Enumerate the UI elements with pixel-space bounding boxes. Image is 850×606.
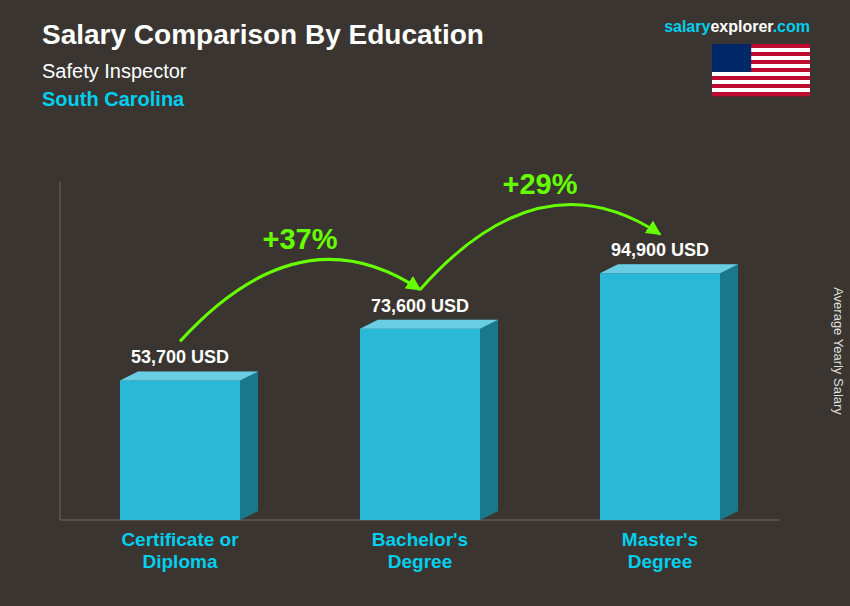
x-tick-label: Bachelor'sDegree: [372, 529, 468, 572]
flag-stripe: [712, 84, 810, 88]
background: [0, 0, 850, 606]
brand-part: explorer: [710, 18, 773, 35]
flag-stripe: [712, 92, 810, 96]
bar: [600, 273, 720, 520]
bar-side: [480, 320, 498, 520]
flag-stripe: [712, 88, 810, 92]
bar-top-light: [600, 264, 738, 273]
flag-canton: [712, 44, 751, 72]
bar-top: [120, 371, 258, 380]
bar-side-shade: [480, 320, 498, 520]
x-tick-label-line: Degree: [388, 551, 452, 572]
bar: [120, 380, 240, 520]
flag: [712, 44, 810, 96]
subtitle: Safety Inspector: [42, 60, 187, 82]
data-label: 94,900 USD: [611, 240, 709, 260]
x-tick-label: Certificate orDiploma: [121, 529, 239, 572]
flag-stripe: [712, 72, 810, 76]
bar-side: [240, 371, 258, 520]
bar-top-light: [120, 371, 258, 380]
data-label: 73,600 USD: [371, 296, 469, 316]
flag-stripe: [712, 80, 810, 84]
change-arrow: [420, 205, 660, 290]
y-axis-line: [60, 182, 61, 520]
x-tick-label: Master'sDegree: [622, 529, 698, 572]
bar: [360, 329, 480, 520]
bar-top-light: [360, 320, 498, 329]
y-axis-label: Average Yearly Salary: [831, 287, 846, 415]
brand-part: salary: [664, 18, 710, 35]
change-arrow: [180, 259, 420, 341]
change-label: +37%: [263, 223, 338, 255]
brand-part: .com: [773, 18, 810, 35]
change-label: +29%: [503, 168, 578, 200]
location: South Carolina: [42, 88, 185, 110]
flag-stripe: [712, 76, 810, 80]
bar-top: [600, 264, 738, 273]
x-tick-label-line: Master's: [622, 529, 698, 550]
bar-top: [360, 320, 498, 329]
x-tick-label-line: Bachelor's: [372, 529, 468, 550]
bars: [120, 264, 738, 520]
brand: salaryexplorer.com: [664, 18, 810, 35]
data-label: 53,700 USD: [131, 347, 229, 367]
bar-side-shade: [240, 371, 258, 520]
bar-side: [720, 264, 738, 520]
x-tick-label-line: Certificate or: [121, 529, 239, 550]
x-tick-label-line: Diploma: [143, 551, 218, 572]
x-tick-label-line: Degree: [628, 551, 692, 572]
title: Salary Comparison By Education: [42, 19, 484, 50]
bar-side-shade: [720, 264, 738, 520]
